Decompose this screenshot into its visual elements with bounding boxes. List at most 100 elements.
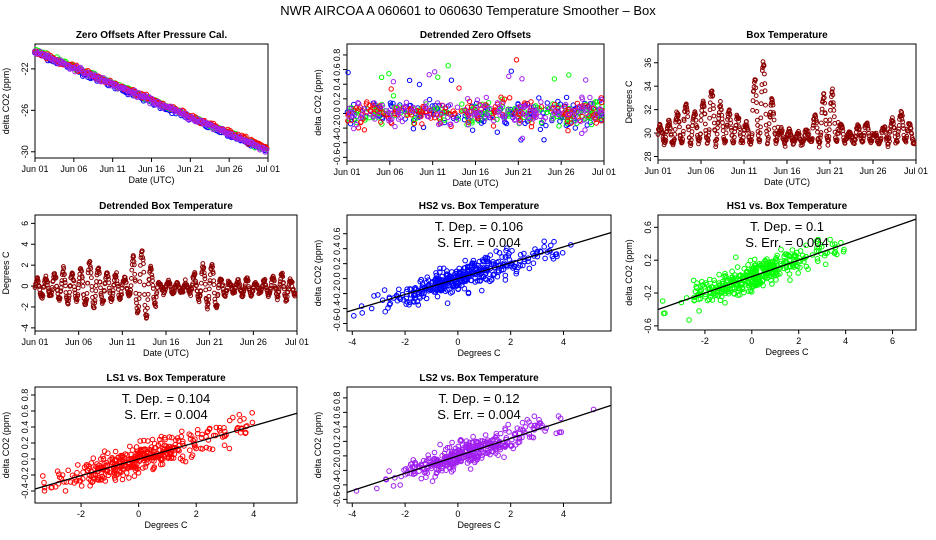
data-point	[756, 261, 763, 267]
data-point	[281, 286, 287, 292]
data-point	[873, 130, 879, 136]
data-point	[180, 438, 186, 445]
data-point	[206, 426, 213, 433]
data-point	[199, 271, 205, 277]
data-point	[720, 120, 725, 125]
data-point	[745, 128, 751, 134]
data-point	[99, 473, 105, 480]
data-point	[731, 139, 737, 144]
data-point	[758, 115, 764, 121]
data-point	[887, 138, 892, 144]
data-point	[89, 275, 94, 281]
data-point	[209, 262, 215, 267]
x-tick-label: Jun 01	[644, 166, 671, 176]
data-point	[387, 116, 393, 123]
data-point	[543, 122, 549, 129]
data-point	[528, 422, 534, 429]
data-point	[419, 121, 425, 127]
x-tick-label: Jun 26	[240, 337, 267, 347]
data-point	[412, 285, 419, 291]
data-point	[141, 269, 147, 275]
plot-frame	[346, 214, 612, 332]
data-point	[74, 469, 80, 476]
data-point	[461, 265, 468, 271]
data-point	[809, 139, 815, 144]
data-point	[423, 295, 430, 302]
y-tick-label: -4	[20, 324, 30, 332]
data-point	[699, 278, 705, 285]
y-tick-label: 32	[643, 105, 653, 115]
data-point	[245, 275, 250, 281]
data-point	[359, 310, 366, 316]
data-point	[714, 136, 720, 142]
x-tick-label: Jun 16	[138, 164, 165, 174]
data-point	[550, 104, 556, 110]
fit-line	[657, 218, 917, 311]
data-point	[528, 104, 534, 111]
data-point	[45, 279, 51, 285]
data-point	[483, 94, 489, 101]
data-point	[109, 459, 116, 466]
data-point	[236, 277, 241, 282]
data-point	[544, 104, 551, 111]
data-point	[667, 119, 672, 125]
data-point	[508, 68, 514, 74]
data-point	[819, 106, 825, 112]
data-point	[659, 298, 666, 304]
data-point	[684, 104, 690, 110]
data-point	[145, 450, 152, 456]
data-point	[549, 116, 555, 122]
data-point	[817, 135, 823, 141]
data-point	[563, 94, 570, 101]
data-point	[212, 296, 218, 302]
data-point	[862, 130, 867, 136]
data-point	[357, 115, 364, 121]
data-point	[224, 288, 230, 294]
data-point	[801, 258, 807, 265]
data-point	[431, 449, 438, 456]
temperature-dependence: T. Dep. = 0.12	[438, 391, 519, 406]
data-point	[453, 117, 459, 124]
data-point	[570, 113, 577, 119]
data-point	[436, 121, 442, 128]
x-tick-label: 2	[194, 509, 199, 519]
data-point	[426, 96, 433, 103]
data-point	[112, 477, 119, 483]
data-point	[144, 312, 150, 318]
y-tick-label: -0.2	[20, 467, 30, 483]
data-point	[187, 447, 193, 454]
data-point	[731, 134, 737, 140]
data-point	[857, 126, 862, 131]
data-point	[53, 275, 59, 280]
data-point	[171, 108, 178, 115]
data-point	[201, 265, 207, 270]
data-point	[757, 279, 763, 285]
data-point	[95, 73, 102, 80]
data-point	[713, 144, 719, 150]
data-point	[566, 108, 572, 115]
standard-error: S. Err. = 0.004	[745, 235, 828, 250]
data-point	[668, 126, 673, 132]
data-point	[246, 138, 253, 145]
data-point	[551, 238, 557, 245]
data-point	[736, 119, 741, 124]
y-tick-label: 0.0	[332, 107, 342, 120]
data-point	[97, 279, 103, 285]
data-point	[827, 121, 832, 127]
data-point	[565, 111, 571, 118]
data-point	[353, 105, 360, 111]
data-point	[739, 281, 745, 288]
data-point	[92, 298, 98, 304]
data-point	[590, 106, 597, 112]
data-point	[475, 115, 481, 122]
x-tick-label: Jun 11	[109, 337, 135, 347]
data-point	[388, 110, 394, 117]
data-point	[783, 264, 790, 271]
y-tick-label: -0.2	[332, 463, 342, 479]
data-point	[141, 282, 147, 288]
fit-line	[34, 412, 298, 490]
data-point	[454, 104, 461, 110]
data-point	[725, 117, 730, 122]
data-point	[140, 465, 146, 471]
